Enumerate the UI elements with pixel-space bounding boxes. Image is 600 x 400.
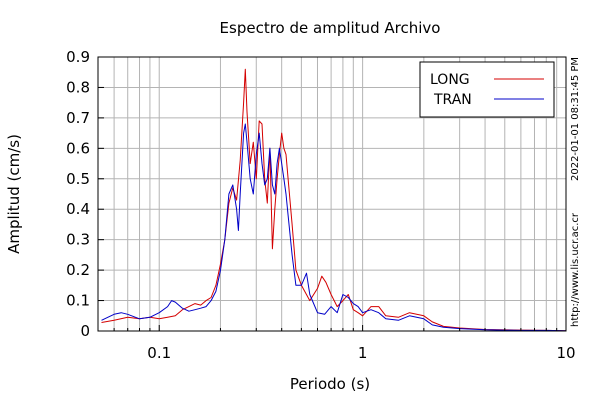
x-tick-label: 1 [358,344,368,362]
y-tick-label: 0.9 [66,48,90,66]
legend-label-tran: TRAN [433,92,472,108]
y-tick-label: 0.4 [66,200,90,218]
y-tick-label: 0.7 [66,109,90,127]
source-url-label: http://www.lis.ucr.ac.cr [570,212,581,327]
timestamp-label: 2022-01-01 08:31:45 PM [570,57,581,181]
x-tick-label: 0.1 [147,344,171,362]
y-tick-label: 0.8 [66,78,90,96]
y-tick-label: 0 [80,322,90,340]
series-line-tran [101,123,567,332]
y-tick-label: 0.3 [66,231,90,249]
legend: LONG TRAN [419,61,555,118]
y-tick-label: 0.5 [66,170,90,188]
series-layer [101,68,567,332]
series-line-long [101,68,567,332]
chart-title: Espectro de amplitud Archivo [220,19,441,37]
y-tick-label: 0.2 [66,261,90,279]
y-tick-label: 0.6 [66,139,90,157]
y-tick-label: 0.1 [66,292,90,310]
y-axis-label: Amplitud (cm/s) [5,134,23,254]
grid [97,56,566,332]
legend-box [419,61,555,118]
plot-frame [97,56,567,332]
legend-label-long: LONG [430,72,470,88]
axis-ticks: 0 0.1 0.2 0.3 0.4 0.5 0.6 0.7 0.8 0.9 0.1 1 10 [66,48,575,362]
x-axis-label: Periodo (s) [290,375,370,393]
x-tick-label: 10 [556,344,575,362]
